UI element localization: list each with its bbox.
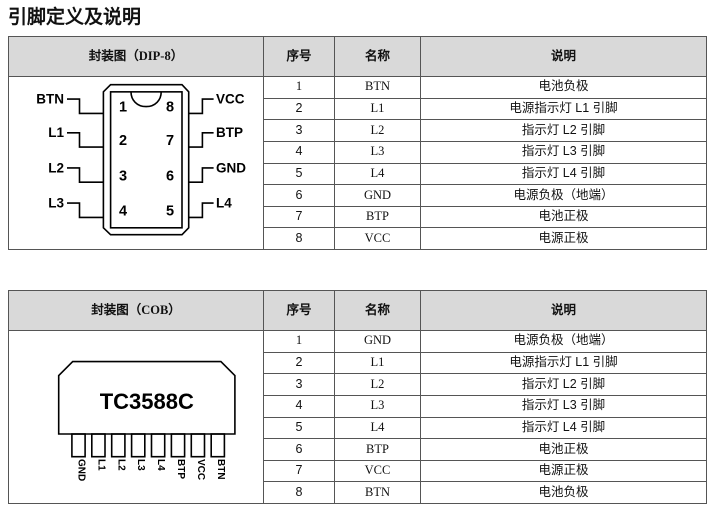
svg-text:VCC: VCC	[216, 92, 245, 107]
svg-text:4: 4	[119, 204, 127, 220]
svg-text:VCC: VCC	[195, 459, 206, 480]
svg-text:L1: L1	[48, 125, 64, 140]
svg-text:GND: GND	[216, 160, 246, 175]
svg-text:BTP: BTP	[216, 125, 243, 140]
svg-text:GND: GND	[76, 459, 87, 481]
svg-text:8: 8	[166, 100, 174, 116]
svg-text:L2: L2	[48, 160, 64, 175]
svg-text:L3: L3	[48, 196, 64, 211]
svg-text:5: 5	[166, 204, 174, 220]
svg-text:L4: L4	[155, 459, 166, 471]
svg-text:L2: L2	[115, 459, 126, 471]
svg-text:L1: L1	[95, 459, 106, 471]
svg-text:TC3588C: TC3588C	[100, 389, 194, 414]
svg-text:BTP: BTP	[175, 459, 186, 479]
svg-text:2: 2	[119, 133, 127, 149]
svg-text:L3: L3	[135, 459, 146, 471]
svg-text:1: 1	[119, 100, 127, 116]
svg-text:L4: L4	[216, 196, 232, 211]
svg-text:BTN: BTN	[215, 459, 226, 480]
svg-text:BTN: BTN	[36, 92, 64, 107]
svg-text:6: 6	[166, 168, 174, 184]
svg-text:3: 3	[119, 168, 127, 184]
svg-text:7: 7	[166, 133, 174, 149]
